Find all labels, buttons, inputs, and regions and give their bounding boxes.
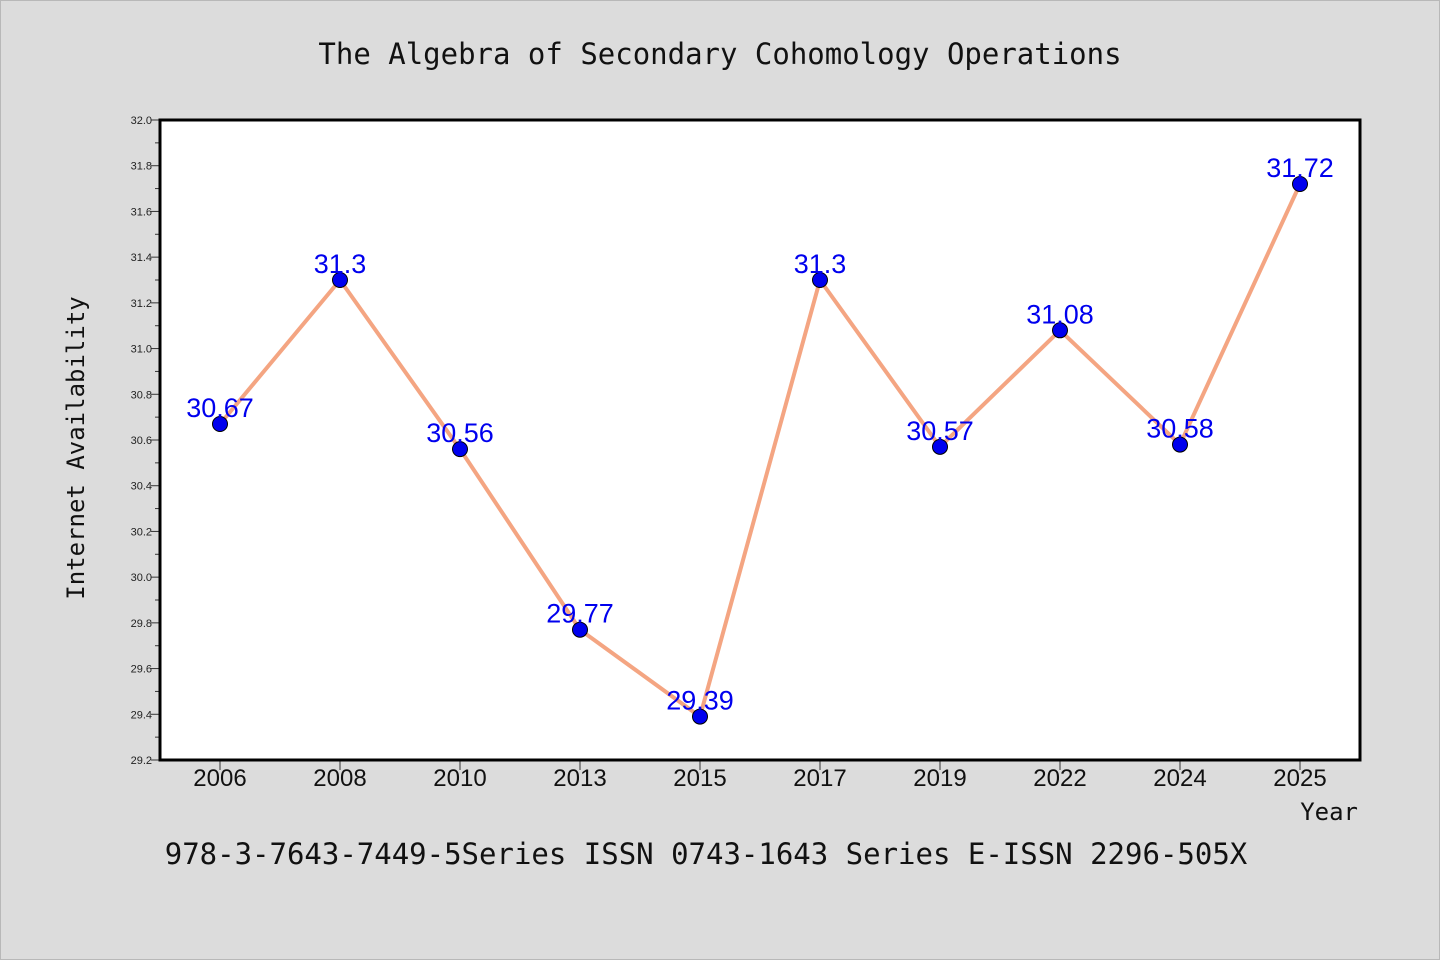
series-line-group — [218, 182, 1302, 719]
y-tick-label: 30.4 — [131, 481, 152, 493]
y-tick-label: 31.4 — [131, 252, 152, 264]
x-tick-label: 2015 — [673, 765, 726, 792]
y-tick-label: 29.4 — [131, 709, 152, 721]
x-tick-label: 2006 — [193, 765, 246, 792]
data-label: 30.57 — [906, 416, 974, 446]
data-point-marker — [1172, 436, 1188, 453]
x-tick-label: 2013 — [553, 765, 606, 792]
data-point-marker — [812, 272, 828, 288]
x-tick-label: 2008 — [313, 765, 366, 792]
data-label: 30.58 — [1146, 414, 1214, 444]
x-tick-label: 2010 — [433, 765, 486, 792]
series-line — [218, 182, 1302, 719]
y-axis-ticks: 29.2 29.4 29.6 29.8 30.0 30.2 30.4 30.6 30.8 31.0… — [131, 115, 160, 767]
data-labels-group: 30.67 31.3 30.56 29.77 29.39 31.3 30.57 31.08 30… — [186, 153, 1334, 716]
data-label: 29.77 — [546, 599, 614, 629]
x-axis-label: Year — [1300, 798, 1358, 826]
data-point-marker — [572, 621, 588, 638]
y-tick-label: 29.8 — [131, 618, 152, 630]
y-tick-label: 30.6 — [131, 435, 152, 447]
data-label: 31.72 — [1266, 153, 1334, 183]
x-tick-label: 2024 — [1153, 765, 1206, 792]
data-label: 31.08 — [1026, 299, 1094, 329]
y-tick-label: 32.0 — [131, 115, 152, 127]
data-point-marker — [1052, 322, 1068, 339]
data-point-marker — [1292, 176, 1308, 192]
data-point-marker — [452, 441, 468, 458]
plot-area — [160, 120, 1360, 760]
data-point-marker — [332, 272, 348, 288]
y-tick-label: 30.0 — [131, 572, 152, 584]
data-label: 30.67 — [186, 393, 254, 423]
y-tick-label: 29.2 — [131, 755, 152, 767]
data-label: 30.56 — [426, 418, 494, 448]
x-tick-label: 2022 — [1033, 765, 1086, 792]
y-tick-label: 31.2 — [131, 298, 152, 310]
data-point-marker — [212, 416, 228, 432]
data-point-marker — [932, 438, 948, 455]
y-tick-label: 29.6 — [131, 664, 152, 676]
y-tick-label: 30.8 — [131, 389, 152, 401]
data-label: 31.3 — [314, 249, 367, 279]
x-axis-ticks: 2006 2008 2010 2013 2015 2017 2019 2022 2024 2025 — [193, 760, 1327, 792]
markers-group — [212, 176, 1308, 725]
x-tick-label: 2017 — [793, 765, 846, 792]
data-label: 31.3 — [794, 249, 847, 279]
y-tick-label: 30.2 — [131, 526, 152, 538]
footer-issn-text: 978-3-7643-7449-5Series ISSN 0743-1643 S… — [165, 837, 1248, 871]
y-tick-label: 31.6 — [131, 206, 152, 218]
data-label: 29.39 — [666, 686, 734, 716]
y-tick-label: 31.8 — [131, 161, 152, 173]
y-axis-label: Internet Availability — [62, 296, 90, 599]
x-tick-label: 2025 — [1273, 765, 1326, 792]
chart-title: The Algebra of Secondary Cohomology Oper… — [318, 37, 1121, 71]
x-tick-label: 2019 — [913, 765, 966, 792]
data-point-marker — [692, 708, 708, 725]
y-tick-label: 31.0 — [131, 344, 152, 356]
plot-border — [158, 118, 1362, 762]
